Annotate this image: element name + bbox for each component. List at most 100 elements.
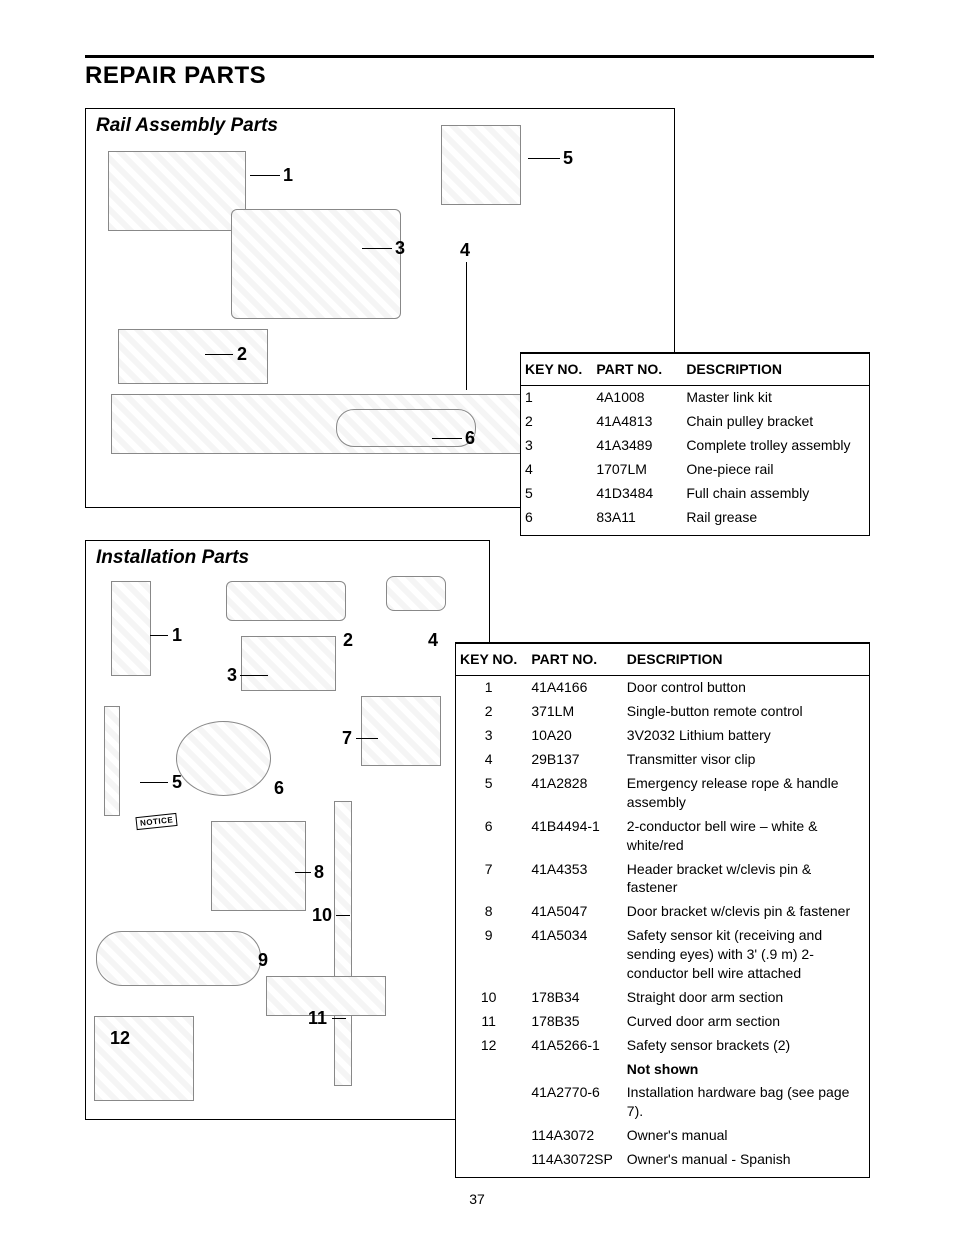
cell: Installation hardware bag (see page 7).	[623, 1081, 869, 1124]
cell	[456, 1057, 527, 1081]
table-row: 429B137Transmitter visor clip	[456, 748, 869, 772]
table-row: 541D3484Full chain assembly	[521, 481, 869, 505]
table-row: 14A1008Master link kit	[521, 385, 869, 409]
install-th-desc: DESCRIPTION	[623, 644, 869, 676]
cell	[456, 1081, 527, 1124]
install-table-header-row: KEY NO. PART NO. DESCRIPTION	[456, 644, 869, 676]
cell: 41A4353	[527, 857, 622, 900]
install-parts-table: KEY NO. PART NO. DESCRIPTION 141A4166Doo…	[456, 643, 869, 1177]
rail-callout-1: 1	[283, 165, 293, 186]
cell: 41A5266-1	[527, 1033, 622, 1057]
table-row: 310A203V2032 Lithium battery	[456, 724, 869, 748]
table-row: 841A5047Door bracket w/clevis pin & fast…	[456, 900, 869, 924]
rail-callout-5: 5	[563, 148, 573, 169]
install-art-1	[111, 581, 151, 676]
install-callout-4: 4	[428, 630, 438, 651]
rail-callout-4: 4	[460, 240, 470, 261]
cell: 41D3484	[592, 481, 682, 505]
cell: 11	[456, 1009, 527, 1033]
cell: 114A3072SP	[527, 1148, 622, 1177]
cell: 41A5034	[527, 924, 622, 986]
rail-callout-6: 6	[465, 428, 475, 449]
install-callout-5: 5	[172, 772, 182, 793]
cell: 41A2770-6	[527, 1081, 622, 1124]
cell: Transmitter visor clip	[623, 748, 869, 772]
table-row: 741A4353Header bracket w/clevis pin & fa…	[456, 857, 869, 900]
install-art-10	[334, 801, 352, 1086]
cell: Straight door arm section	[623, 985, 869, 1009]
rail-th-part: PART NO.	[592, 354, 682, 386]
cell: 3	[521, 434, 592, 458]
rail-lead-6	[432, 438, 462, 439]
rail-th-key: KEY NO.	[521, 354, 592, 386]
install-lead-1	[150, 635, 168, 636]
table-row: 114A3072Owner's manual	[456, 1124, 869, 1148]
install-callout-2: 2	[343, 630, 353, 651]
rail-callout-2: 2	[237, 344, 247, 365]
cell: 41A3489	[592, 434, 682, 458]
cell: One-piece rail	[682, 458, 869, 482]
install-lead-7	[356, 738, 378, 739]
cell: 371LM	[527, 700, 622, 724]
install-art-2	[226, 581, 346, 621]
page-number: 37	[0, 1191, 954, 1207]
cell: Rail grease	[682, 505, 869, 534]
cell: Safety sensor kit (receiving and sending…	[623, 924, 869, 986]
rail-parts-table: KEY NO. PART NO. DESCRIPTION 14A1008Mast…	[521, 353, 869, 535]
install-art-12	[94, 1016, 194, 1101]
cell: Complete trolley assembly	[682, 434, 869, 458]
rail-art-1	[108, 151, 246, 231]
cell: 7	[456, 857, 527, 900]
cell: Owner's manual - Spanish	[623, 1148, 869, 1177]
cell	[527, 1057, 622, 1081]
install-lead-11	[332, 1018, 346, 1019]
cell: 4	[521, 458, 592, 482]
cell: 41A4813	[592, 410, 682, 434]
install-lead-8	[295, 872, 311, 873]
rail-lead-1	[250, 175, 280, 176]
table-row: 241A4813Chain pulley bracket	[521, 410, 869, 434]
cell: 3	[456, 724, 527, 748]
page-title: REPAIR PARTS	[85, 62, 874, 90]
table-row: 341A3489Complete trolley assembly	[521, 434, 869, 458]
install-th-part: PART NO.	[527, 644, 622, 676]
install-art-5	[104, 706, 120, 816]
rail-th-desc: DESCRIPTION	[682, 354, 869, 386]
rail-lead-3	[362, 248, 392, 249]
table-row: 941A5034Safety sensor kit (receiving and…	[456, 924, 869, 986]
cell: 5	[456, 771, 527, 814]
not-shown-label: Not shown	[623, 1057, 869, 1081]
install-callout-1: 1	[172, 625, 182, 646]
install-art-4	[386, 576, 446, 611]
cell: 83A11	[592, 505, 682, 534]
cell: 2	[456, 700, 527, 724]
notice-tag: NOTICE	[135, 813, 177, 830]
install-art-6	[176, 721, 271, 796]
install-lead-10	[336, 915, 350, 916]
top-rule	[85, 55, 874, 58]
cell: 8	[456, 900, 527, 924]
cell: 4A1008	[592, 385, 682, 409]
install-art-8	[211, 821, 306, 911]
cell: Emergency release rope & handle assembly	[623, 771, 869, 814]
not-shown-row: Not shown	[456, 1057, 869, 1081]
cell	[456, 1124, 527, 1148]
cell: Header bracket w/clevis pin & fastener	[623, 857, 869, 900]
install-diagram-box: Installation Parts NOTICE	[85, 540, 490, 1120]
cell: 4	[456, 748, 527, 772]
cell: 178B34	[527, 985, 622, 1009]
cell: 41A5047	[527, 900, 622, 924]
install-art-9	[96, 931, 261, 986]
cell: Single-button remote control	[623, 700, 869, 724]
install-lead-5	[140, 782, 168, 783]
cell	[456, 1148, 527, 1177]
install-callout-7: 7	[342, 728, 352, 749]
cell: 9	[456, 924, 527, 986]
rail-lead-2	[205, 354, 233, 355]
install-art-3	[241, 636, 336, 691]
cell: 10A20	[527, 724, 622, 748]
cell: 6	[456, 814, 527, 857]
table-row: 11178B35Curved door arm section	[456, 1009, 869, 1033]
install-table-wrap: KEY NO. PART NO. DESCRIPTION 141A4166Doo…	[455, 642, 870, 1178]
table-row: 41707LMOne-piece rail	[521, 458, 869, 482]
